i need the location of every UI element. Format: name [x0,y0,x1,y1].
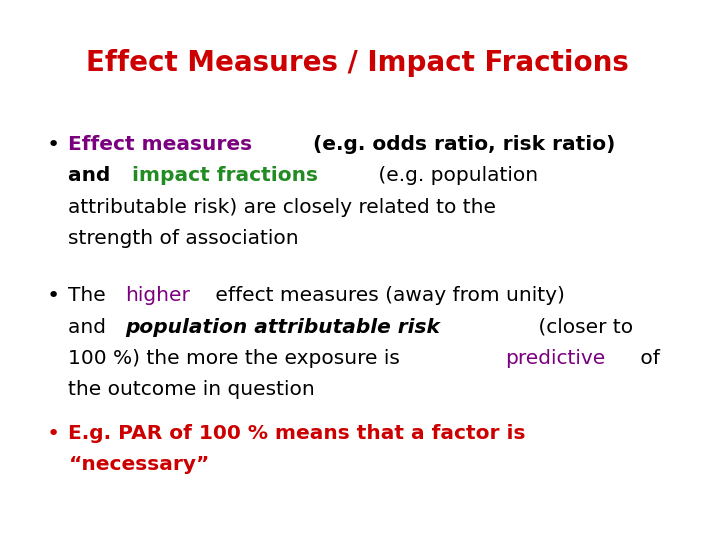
Text: predictive: predictive [505,349,605,368]
Text: •: • [47,135,60,155]
Text: attributable risk) are closely related to the: attributable risk) are closely related t… [68,198,496,217]
Text: “necessary”: “necessary” [68,455,210,474]
Text: and: and [68,318,113,336]
Text: of: of [634,349,660,368]
Text: 100 %) the more the exposure is: 100 %) the more the exposure is [68,349,407,368]
Text: Effect measures: Effect measures [68,135,253,154]
Text: (e.g. odds ratio, risk ratio): (e.g. odds ratio, risk ratio) [306,135,616,154]
Text: •: • [47,424,60,444]
Text: •: • [47,286,60,306]
Text: strength of association: strength of association [68,229,299,248]
Text: population attributable risk: population attributable risk [126,318,441,336]
Text: Effect Measures / Impact Fractions: Effect Measures / Impact Fractions [86,49,629,77]
Text: E.g. PAR of 100 % means that a factor is: E.g. PAR of 100 % means that a factor is [68,424,526,443]
Text: effect measures (away from unity): effect measures (away from unity) [209,286,565,305]
Text: The: The [68,286,112,305]
Text: and: and [68,166,118,185]
Text: (e.g. population: (e.g. population [372,166,539,185]
Text: the outcome in question: the outcome in question [68,380,315,399]
Text: impact fractions: impact fractions [132,166,318,185]
Text: higher: higher [125,286,190,305]
Text: (closer to: (closer to [532,318,633,336]
